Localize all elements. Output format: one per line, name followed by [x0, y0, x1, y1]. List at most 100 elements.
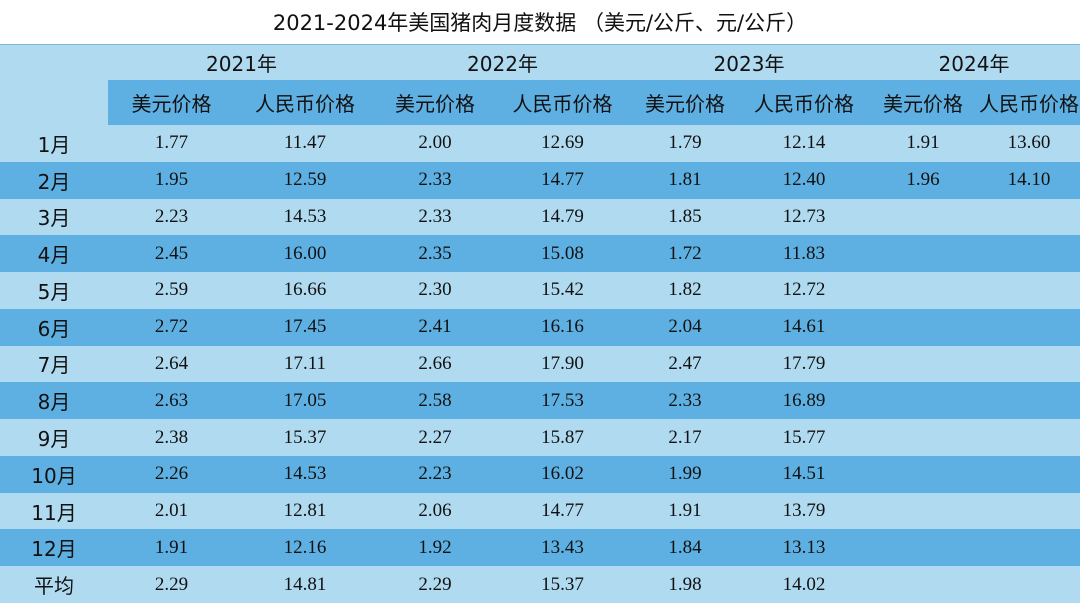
table-cell: 2.33	[630, 382, 740, 420]
table-cell: 17.05	[235, 382, 375, 420]
table-cell: 16.16	[495, 308, 630, 346]
table-cell: 17.90	[495, 345, 630, 383]
empty-cell	[868, 455, 978, 493]
table-cell: 2.29	[108, 566, 235, 603]
table-cell: 1.72	[630, 235, 740, 273]
table-cell: 12.69	[495, 125, 630, 162]
table-cell: 2.41	[375, 308, 495, 346]
table-cell: 2.64	[108, 345, 235, 383]
table-cell: 1.98	[630, 566, 740, 603]
table-cell: 16.02	[495, 455, 630, 493]
empty-cell	[978, 272, 1080, 309]
table-cell: 2.00	[375, 125, 495, 162]
row-label: 10月	[0, 455, 108, 493]
table-cell: 2.04	[630, 308, 740, 346]
table-cell: 17.45	[235, 308, 375, 346]
year-header: 2024年	[868, 45, 1080, 80]
table-cell: 14.53	[235, 198, 375, 236]
table-cell: 2.63	[108, 382, 235, 420]
table-cell: 2.66	[375, 345, 495, 383]
row-label: 5月	[0, 272, 108, 309]
table-cell: 2.29	[375, 566, 495, 603]
table-cell: 16.00	[235, 235, 375, 273]
table-cell: 14.77	[495, 492, 630, 530]
year-header: 2023年	[630, 45, 868, 80]
table-cell: 11.83	[740, 235, 868, 273]
table-cell: 14.02	[740, 566, 868, 603]
empty-cell	[978, 492, 1080, 530]
empty-cell	[868, 566, 978, 603]
row-label: 7月	[0, 345, 108, 383]
column-header: 人民币价格	[495, 80, 630, 125]
empty-cell	[868, 308, 978, 346]
table-cell: 2.35	[375, 235, 495, 273]
table-cell: 16.89	[740, 382, 868, 420]
table-cell: 1.92	[375, 529, 495, 567]
row-label: 12月	[0, 529, 108, 567]
table-cell: 15.37	[235, 419, 375, 456]
row-label: 1月	[0, 125, 108, 162]
table-cell: 17.11	[235, 345, 375, 383]
table-title: 2021-2024年美国猪肉月度数据 （美元/公斤、元/公斤）	[0, 0, 1080, 45]
empty-cell	[978, 382, 1080, 420]
table-cell: 2.58	[375, 382, 495, 420]
table-cell: 2.17	[630, 419, 740, 456]
table-cell: 13.79	[740, 492, 868, 530]
table-cell: 13.60	[978, 125, 1080, 162]
table-cell: 1.96	[868, 161, 978, 199]
empty-cell	[978, 455, 1080, 493]
empty-cell	[978, 419, 1080, 456]
row-label: 9月	[0, 419, 108, 456]
table-cell: 17.53	[495, 382, 630, 420]
table-cell: 1.81	[630, 161, 740, 199]
year-header: 2022年	[375, 45, 630, 80]
table-cell: 1.91	[868, 125, 978, 162]
table-cell: 1.82	[630, 272, 740, 309]
column-header: 美元价格	[868, 80, 978, 125]
empty-cell	[868, 419, 978, 456]
table-cell: 12.81	[235, 492, 375, 530]
table-cell: 1.99	[630, 455, 740, 493]
empty-cell	[978, 345, 1080, 383]
table-cell: 14.77	[495, 161, 630, 199]
table-cell: 1.77	[108, 125, 235, 162]
row-label: 4月	[0, 235, 108, 273]
row-label: 8月	[0, 382, 108, 420]
empty-cell	[978, 529, 1080, 567]
empty-cell	[868, 272, 978, 309]
empty-cell	[868, 529, 978, 567]
row-label: 6月	[0, 308, 108, 346]
table-cell: 12.16	[235, 529, 375, 567]
table-cell: 2.30	[375, 272, 495, 309]
table-cell: 12.73	[740, 198, 868, 236]
table-cell: 2.23	[375, 455, 495, 493]
table-cell: 2.26	[108, 455, 235, 493]
table-cell: 1.91	[630, 492, 740, 530]
table-cell: 2.33	[375, 198, 495, 236]
row-label: 3月	[0, 198, 108, 236]
empty-cell	[978, 235, 1080, 273]
table-cell: 17.79	[740, 345, 868, 383]
empty-cell	[868, 382, 978, 420]
table-cell: 1.91	[108, 529, 235, 567]
table-cell: 12.40	[740, 161, 868, 199]
table-cell: 2.23	[108, 198, 235, 236]
table-cell: 12.72	[740, 272, 868, 309]
table-cell: 15.87	[495, 419, 630, 456]
table-cell: 14.61	[740, 308, 868, 346]
year-header: 2021年	[108, 45, 375, 80]
corner-cell	[0, 80, 108, 125]
empty-cell	[868, 198, 978, 236]
table-cell: 14.81	[235, 566, 375, 603]
column-header: 美元价格	[630, 80, 740, 125]
table-cell: 14.79	[495, 198, 630, 236]
table-cell: 11.47	[235, 125, 375, 162]
empty-cell	[978, 566, 1080, 603]
table-cell: 2.01	[108, 492, 235, 530]
table-cell: 1.95	[108, 161, 235, 199]
row-label: 11月	[0, 492, 108, 530]
table-cell: 2.06	[375, 492, 495, 530]
table-cell: 1.84	[630, 529, 740, 567]
table-cell: 2.38	[108, 419, 235, 456]
